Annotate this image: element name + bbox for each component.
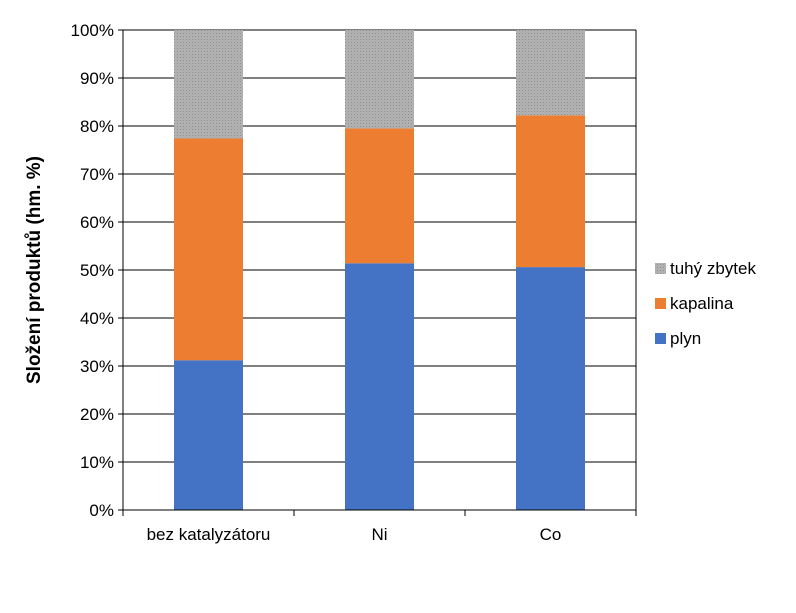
legend-label: tuhý zbytek: [670, 259, 756, 278]
legend-label: plyn: [670, 329, 701, 348]
y-tick-label: 60%: [80, 213, 114, 232]
legend-label: kapalina: [670, 294, 734, 313]
y-tick-label: 100%: [71, 21, 114, 40]
legend: tuhý zbytek kapalina plyn: [655, 259, 756, 348]
y-tick-label: 10%: [80, 453, 114, 472]
x-category-label: Ni: [371, 525, 387, 544]
legend-swatch-kapalina: [655, 298, 666, 309]
bars: [174, 30, 585, 510]
bar-segment-kapalina-1: [174, 138, 243, 361]
y-tick-label: 90%: [80, 69, 114, 88]
y-tick-label: 0%: [89, 501, 114, 520]
y-tick-label: 20%: [80, 405, 114, 424]
y-tick-label: 70%: [80, 165, 114, 184]
y-axis-ticks: 0% 10% 20% 30% 40% 50% 60% 70% 80% 90% 100%: [71, 21, 123, 520]
bar-segment-tuhý-zbytek-3: [516, 30, 585, 116]
y-tick-label: 30%: [80, 357, 114, 376]
bar-segment-kapalina-3: [516, 115, 585, 268]
x-category-label: Co: [540, 525, 562, 544]
x-axis-ticks: bez katalyzátoru Ni Co: [122, 510, 637, 544]
bar-segment-plyn-2: [345, 263, 414, 510]
legend-swatch-tuhý-zbytek: [655, 263, 666, 274]
bar-segment-tuhý-zbytek-2: [345, 30, 414, 129]
bar-segment-kapalina-2: [345, 128, 414, 264]
bar-segment-tuhý-zbytek-1: [174, 30, 243, 139]
x-category-label: bez katalyzátoru: [147, 525, 271, 544]
y-tick-label: 40%: [80, 309, 114, 328]
y-tick-label: 80%: [80, 117, 114, 136]
bar-segment-plyn-1: [174, 360, 243, 510]
y-axis-title: Složení produktů (hm. %): [24, 156, 45, 384]
bar-segment-plyn-3: [516, 267, 585, 510]
legend-swatch-plyn: [655, 333, 666, 344]
y-tick-label: 50%: [80, 261, 114, 280]
